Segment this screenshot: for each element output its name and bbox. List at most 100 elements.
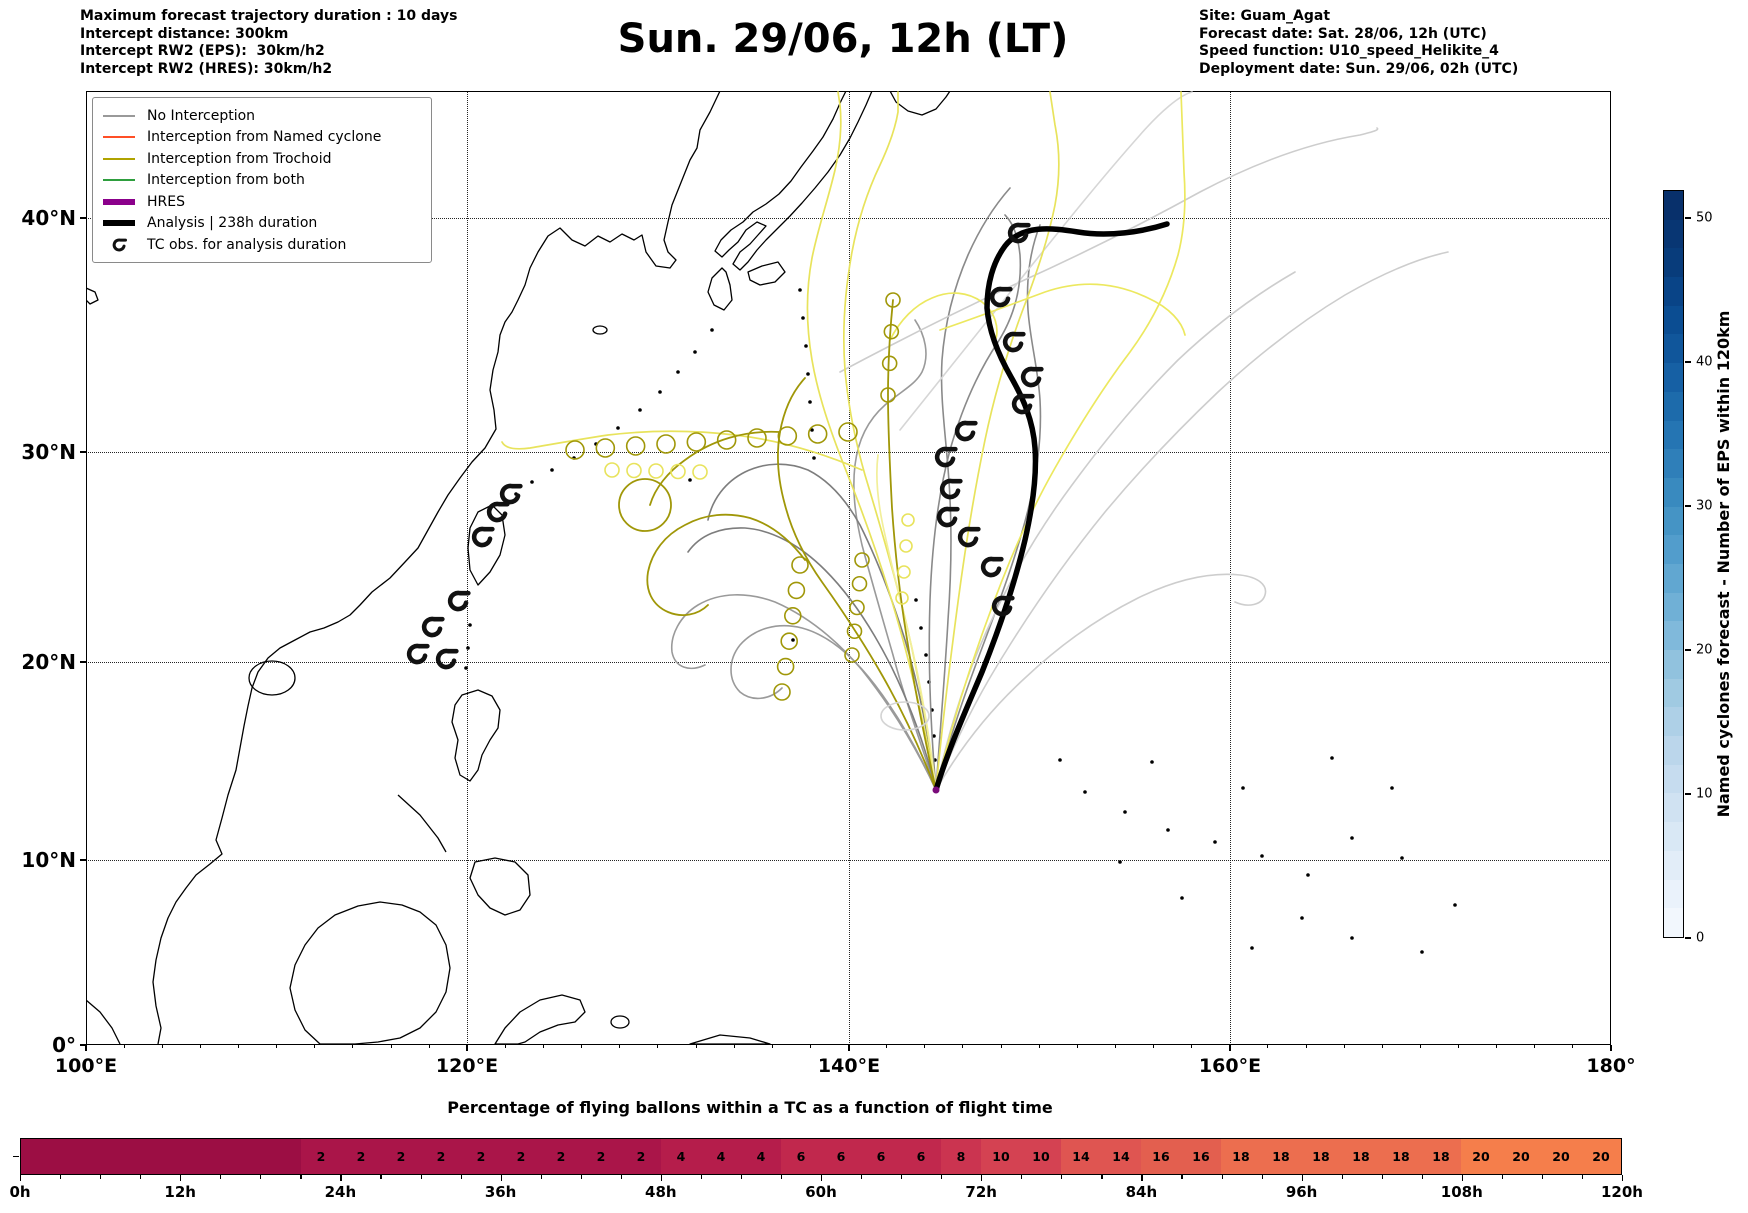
trajectory (501, 430, 863, 471)
strip-hour-label: 60h (805, 1183, 837, 1201)
strip-hour-label: 120h (1601, 1183, 1643, 1201)
x-tick-label: 140°E (817, 1055, 881, 1077)
coastline (469, 857, 531, 916)
tc-obs-marker-icon (936, 506, 960, 528)
trajectory (687, 527, 937, 791)
x-minor-tick (161, 1045, 163, 1048)
colorbar-tick (1685, 937, 1691, 939)
x-minor-tick (962, 1045, 964, 1048)
colorbar-tick-label: 0 (1696, 930, 1705, 946)
strip-segment: 14 (1061, 1139, 1101, 1174)
trochoid-coil (899, 539, 913, 553)
island-dot (1123, 810, 1127, 814)
info-line: Intercept distance: 300km (80, 25, 289, 42)
legend-line-swatch (103, 220, 135, 227)
colorbar-label: Named cyclones forecast - Number of EPS … (1714, 310, 1733, 818)
colorbar-step (1664, 506, 1683, 536)
legend-item-label: Interception from both (147, 172, 305, 189)
island-dot (806, 372, 810, 376)
colorbar-tick (1685, 361, 1691, 363)
strip-segment: 6 (781, 1139, 821, 1174)
island-dot (1350, 936, 1354, 940)
strip-minor-tick (1061, 1175, 1063, 1179)
trajectory (935, 91, 1186, 791)
x-minor-tick (466, 1045, 468, 1048)
strip-minor-tick (861, 1175, 863, 1179)
strip-major-tick (1301, 1175, 1303, 1181)
x-minor-tick (276, 1045, 278, 1048)
island-dot (1250, 946, 1254, 950)
colorbar-step (1664, 850, 1683, 880)
island-dot (924, 653, 928, 657)
trochoid-coil (897, 565, 911, 579)
colorbar-step (1664, 277, 1683, 306)
trochoid-coil (883, 323, 900, 340)
strip-segment (141, 1139, 181, 1174)
strip-segment: 16 (1141, 1139, 1181, 1174)
island-dot (1118, 860, 1122, 864)
x-minor-tick (1267, 1045, 1269, 1048)
strip-minor-tick (380, 1175, 382, 1179)
strip-minor-tick (1421, 1175, 1423, 1179)
strip-minor-tick (60, 1175, 62, 1179)
legend-item: Interception from Trochoid (103, 148, 421, 170)
strip-minor-tick (780, 1175, 783, 1179)
legend-item: No Interception (103, 105, 421, 127)
x-tick (85, 1045, 87, 1051)
coastline (707, 267, 733, 311)
island-dot (1213, 840, 1217, 844)
trochoid-coil (838, 422, 858, 442)
island-dot (658, 390, 662, 394)
page-title: Sun. 29/06, 12h (LT) (617, 16, 1069, 62)
island-dot (1260, 854, 1264, 858)
x-minor-tick (771, 1045, 773, 1048)
x-minor-tick (123, 1045, 125, 1048)
strip-segment: 20 (1461, 1139, 1501, 1174)
legend-item-label: Analysis | 238h duration (147, 215, 318, 232)
trajectory (649, 430, 781, 506)
trochoid-coil (807, 424, 828, 444)
trochoid-coil (783, 606, 802, 625)
trochoid-coil (844, 647, 860, 663)
x-minor-tick (1000, 1045, 1002, 1048)
map-axes (86, 91, 1611, 1045)
island-dot (791, 638, 795, 642)
island-dot (1180, 896, 1184, 900)
y-tick-label: 10°N (21, 848, 76, 872)
x-minor-tick (1229, 1045, 1231, 1048)
strip-segment (261, 1139, 301, 1174)
x-minor-tick (924, 1045, 926, 1048)
gridline-lon (1230, 91, 1231, 1045)
gridline-lon (467, 91, 468, 1045)
x-minor-tick (1381, 1045, 1383, 1048)
tc-obs-marker-icon (499, 483, 523, 505)
strip-minor-tick (1261, 1175, 1263, 1179)
strip-hour-label: 0h (9, 1183, 31, 1201)
gridline-lat (86, 452, 1611, 453)
tc-obs-marker-icon (486, 501, 510, 523)
strip-segment (181, 1139, 221, 1174)
strip-hour-label: 36h (484, 1183, 517, 1201)
strip-segment: 10 (981, 1139, 1021, 1174)
strip-segment: 2 (461, 1139, 501, 1174)
tc-obs-marker-icon (954, 420, 978, 442)
trochoid-coil (648, 463, 664, 479)
x-minor-tick (314, 1045, 316, 1048)
x-minor-tick (657, 1045, 659, 1048)
site-info-text: Site: Guam_Agat Forecast date: Sat. 28/06… (1199, 8, 1518, 78)
colorbar-step (1664, 363, 1683, 392)
colorbar-step (1664, 334, 1683, 364)
x-tick-label: 160°E (1198, 1055, 1262, 1077)
trochoid-coil (895, 591, 909, 605)
y-tick-label: 20°N (21, 650, 76, 674)
x-minor-tick (886, 1045, 888, 1048)
strip-minor-tick (1541, 1175, 1544, 1179)
legend-line-swatch (103, 114, 135, 117)
colorbar-step (1664, 477, 1683, 507)
strip-minor-tick (1021, 1175, 1023, 1179)
trochoid-coil (656, 434, 676, 454)
colorbar-step (1664, 449, 1683, 478)
info-line: Intercept RW2 (EPS): 30km/h2 (80, 43, 325, 59)
info-line: Site: Guam_Agat (1199, 8, 1331, 24)
coastline (397, 794, 447, 853)
